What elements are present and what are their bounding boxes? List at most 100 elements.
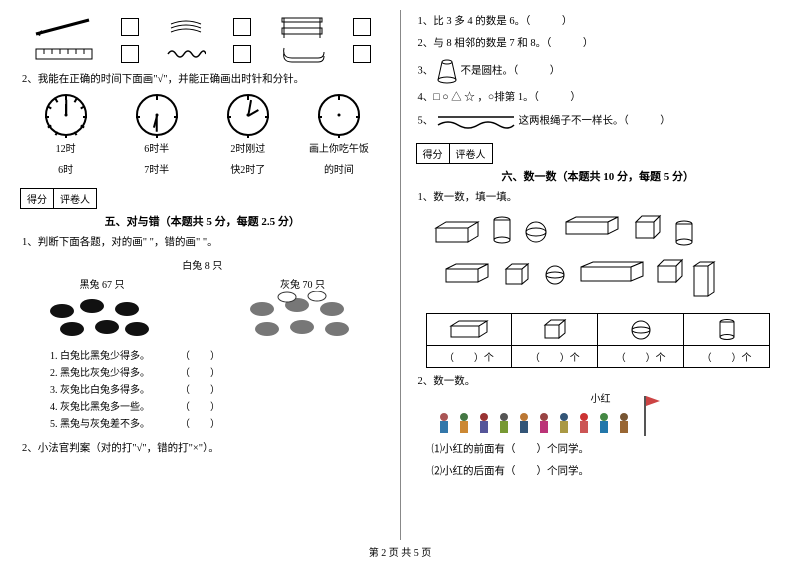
q6-2-sub2: ⑵小红的后面有（ ）个同学。: [432, 464, 781, 480]
spring-icon: [166, 46, 206, 62]
xiaohong-label: 小红: [591, 390, 611, 405]
clocks-row: 12时 6时 6时半 7时半 2时刚过 快2时了: [20, 94, 385, 176]
black-rabbit-block: 黑兔 67 只: [20, 276, 184, 344]
sled-icon: [278, 44, 326, 64]
page-footer: 第 2 页 共 5 页: [0, 540, 800, 559]
clock-2: [136, 94, 178, 136]
cylinder-icon: [492, 216, 512, 246]
count-table: （ ）个 （ ）个 （ ）个 （ ）个: [426, 313, 771, 368]
paren-3[interactable]: （ ）: [180, 382, 220, 399]
sphere-icon: [524, 220, 548, 244]
paren-4[interactable]: （ ）: [180, 399, 220, 416]
clock-item-4: 画上你吃午饭 的时间: [293, 94, 384, 176]
checkbox-5[interactable]: [233, 45, 251, 63]
noodles-icon: [166, 16, 206, 38]
grader-label-6: 评卷人: [450, 144, 492, 163]
kid-icon: [436, 412, 452, 436]
stmt-2: 2. 黑兔比灰兔少得多。: [50, 365, 180, 382]
cuboid-icon: [434, 220, 480, 246]
j5-prefix: 5、: [418, 116, 434, 127]
clock-item-2: 6时半 7时半: [111, 94, 202, 176]
tbl-col-cylinder: （ ）个: [684, 314, 769, 367]
tbl-col-sphere: （ ）个: [598, 314, 684, 367]
white-rabbit-label: 白兔 8 只: [20, 257, 385, 272]
kid-icon: [496, 412, 512, 436]
gray-rabbits-icon: [220, 291, 384, 341]
tbl-lbl-1[interactable]: （ ）个: [427, 346, 512, 367]
right-column: 1、比 3 多 4 的数是 6。（ ） 2、与 8 相邻的数是 7 和 8。（ …: [401, 10, 781, 540]
judge-2: 2、与 8 相邻的数是 7 和 8。（ ）: [418, 36, 781, 52]
gray-rabbit-label: 灰兔 70 只: [220, 276, 384, 291]
judge-3: 3、 不是圆柱。（ ）: [418, 58, 781, 84]
cube-icon: [634, 214, 662, 242]
j5-text: 这两根绳子不一样长。（ ）: [519, 116, 671, 127]
paren-1[interactable]: （ ）: [180, 348, 220, 365]
judge-4: 4、□ ○ △ ☆ ，○排第 1。（ ）: [418, 90, 781, 106]
clock-item-3: 2时刚过 快2时了: [202, 94, 293, 176]
cube-icon-2: [504, 262, 530, 288]
clock-4-bot: 的时间: [293, 161, 384, 176]
cylinder-header-icon: [718, 318, 736, 342]
kid-icon: [476, 412, 492, 436]
checkbox-3[interactable]: [353, 18, 371, 36]
clock-3-bot: 快2时了: [202, 161, 293, 176]
clock-3: [227, 94, 269, 136]
flag-icon: [644, 396, 646, 436]
ropes-icon: [436, 111, 516, 131]
cuboid-icon-5: [692, 260, 716, 300]
score-box-6: 得分 评卷人: [416, 143, 493, 164]
clock-2-bot: 7时半: [111, 161, 202, 176]
pen-icon: [34, 16, 94, 38]
q5-1: 1、判断下面各题，对的画" "，错的画" "。: [22, 235, 385, 251]
kid-icon: [556, 412, 572, 436]
bed-icon: [278, 14, 326, 40]
clock-4-top: 画上你吃午饭: [293, 140, 384, 155]
paren-2[interactable]: （ ）: [180, 365, 220, 382]
grader-label: 评卷人: [54, 189, 96, 208]
cuboid-header-icon: [449, 319, 489, 341]
j3-text: 不是圆柱。（ ）: [461, 65, 561, 76]
black-rabbit-label: 黑兔 67 只: [20, 276, 184, 291]
q6-1: 1、数一数，填一填。: [418, 190, 781, 206]
sphere-icon-2: [544, 264, 566, 286]
judge-5: 5、 这两根绳子不一样长。（ ）: [418, 111, 781, 131]
checkbox-2[interactable]: [233, 18, 251, 36]
tbl-lbl-4[interactable]: （ ）个: [684, 346, 769, 367]
checkbox-4[interactable]: [121, 45, 139, 63]
statements-list: 1. 白兔比黑兔少得多。（ ） 2. 黑兔比灰兔少得多。（ ） 3. 灰兔比白兔…: [50, 348, 385, 433]
frustum-icon: [436, 65, 458, 76]
tbl-lbl-2[interactable]: （ ）个: [512, 346, 597, 367]
checkbox-1[interactable]: [121, 18, 139, 36]
clock-item-1: 12时 6时: [20, 94, 111, 176]
top-objects-row: [20, 14, 385, 40]
section-5-title: 五、对与错（本题共 5 分，每题 2.5 分）: [20, 213, 385, 229]
score-box-5: 得分 评卷人: [20, 188, 97, 209]
clock-1: [45, 94, 87, 136]
stmt-1: 1. 白兔比黑兔少得多。: [50, 348, 180, 365]
queue-wrap: 小红: [416, 396, 781, 436]
cylinder-icon-2: [674, 220, 694, 248]
checkbox-6[interactable]: [353, 45, 371, 63]
kid-icon: [516, 412, 532, 436]
score-label: 得分: [21, 189, 54, 208]
top-objects-row-2: [20, 44, 385, 64]
judge-1: 1、比 3 多 4 的数是 6。（ ）: [418, 14, 781, 30]
cuboid-icon-2: [564, 216, 620, 238]
paren-5[interactable]: （ ）: [180, 416, 220, 433]
q6-2-sub1: ⑴小红的前面有（ ）个同学。: [432, 442, 781, 458]
rabbit-area: 黑兔 67 只 灰兔 70 只: [20, 276, 385, 344]
j3-prefix: 3、: [418, 65, 434, 76]
shapes-scatter: [424, 212, 773, 307]
q6-2: 2、数一数。: [418, 374, 781, 390]
tbl-col-cuboid: （ ）个: [427, 314, 513, 367]
section-6-title: 六、数一数（本题共 10 分，每题 5 分）: [416, 168, 781, 184]
q5-2: 2、小法官判案（对的打"√"，错的打"×"）。: [22, 441, 385, 457]
clock-1-bot: 6时: [20, 161, 111, 176]
clock-2-top: 6时半: [111, 140, 202, 155]
stmt-4: 4. 灰兔比黑兔多一些。: [50, 399, 180, 416]
tbl-col-cube: （ ）个: [512, 314, 598, 367]
tbl-lbl-3[interactable]: （ ）个: [598, 346, 683, 367]
kid-icon: [616, 412, 632, 436]
gray-rabbit-block: 灰兔 70 只: [220, 276, 384, 344]
clock-4: [318, 94, 360, 136]
